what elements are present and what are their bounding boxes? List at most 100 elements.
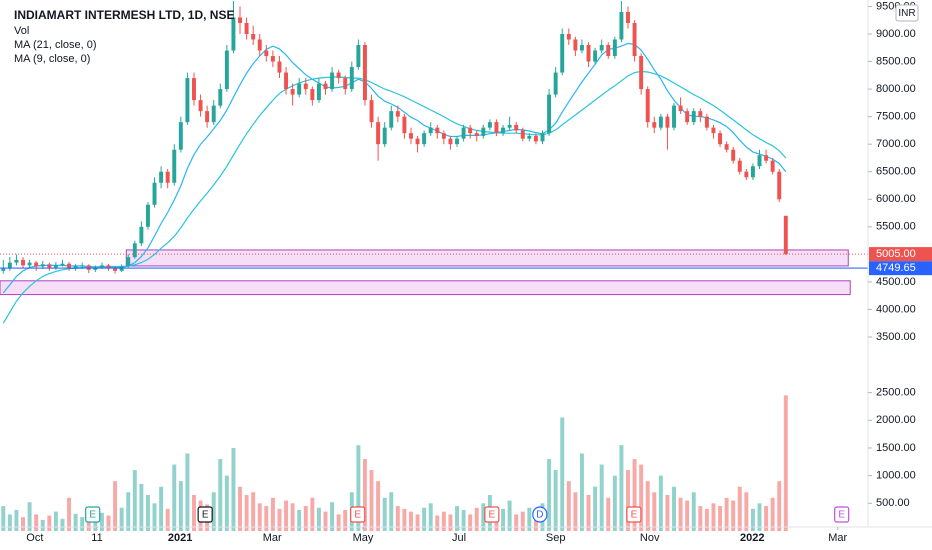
candle-body: [566, 33, 571, 40]
candle-body: [53, 265, 58, 268]
candle-body: [205, 111, 210, 123]
volume-bar: [533, 514, 538, 531]
candle-body: [238, 17, 242, 23]
currency-box[interactable]: [895, 4, 919, 22]
candle-body: [461, 127, 466, 139]
volume-bar: [145, 495, 150, 531]
volume-tick-label: 500.00: [876, 497, 910, 509]
volume-bar: [553, 470, 558, 531]
candle-body: [501, 127, 506, 134]
volume-bar: [218, 459, 223, 531]
volume-bar: [270, 497, 275, 531]
candle-body: [67, 263, 72, 269]
volume-bar: [566, 481, 571, 531]
candle-body: [316, 83, 321, 101]
candle-body: [619, 11, 624, 40]
currency[interactable]: INR: [898, 8, 915, 19]
candle-body: [468, 127, 473, 134]
candle-body: [704, 116, 709, 128]
volume-bar: [264, 506, 269, 531]
volume-bar: [310, 497, 315, 531]
volume-bar: [336, 514, 341, 531]
candle-body: [764, 155, 769, 161]
volume-bar: [698, 506, 703, 531]
candle-body: [47, 264, 52, 268]
candle-body: [448, 138, 453, 145]
event-badge: [626, 506, 642, 523]
y-tick-label: 7000.00: [876, 138, 916, 150]
volume-bar: [652, 492, 657, 531]
volume-bar: [586, 495, 591, 531]
candle-body: [553, 72, 558, 95]
volume-bar: [389, 492, 394, 531]
volume-bar: [323, 511, 328, 531]
candle-body: [7, 262, 12, 269]
volume-bar: [685, 500, 690, 531]
candle-body: [389, 111, 394, 128]
candle-body: [27, 262, 32, 266]
candle-body: [612, 39, 617, 57]
volume-bar: [369, 470, 374, 531]
volume-bar: [132, 470, 137, 531]
volume-bar: [783, 395, 788, 531]
candle-body: [224, 50, 229, 90]
volume-bar: [612, 475, 617, 531]
volume-bar: [343, 509, 348, 531]
candle-body: [711, 127, 716, 134]
volume-bar: [211, 492, 216, 531]
candle-body: [21, 259, 25, 266]
event-badge: [484, 506, 500, 523]
candle-body: [422, 133, 427, 145]
x-tick-label: Mar: [263, 532, 282, 544]
volume-bar: [402, 508, 407, 531]
candle-body: [139, 226, 144, 244]
candle-body: [481, 127, 486, 136]
candle-body: [349, 67, 354, 90]
candle-body: [231, 17, 236, 51]
candle-body: [99, 265, 104, 268]
volume-bar: [21, 517, 25, 531]
candle-body: [152, 182, 157, 205]
candle-body: [310, 89, 315, 101]
volume-bar: [724, 497, 729, 531]
event-label: D: [536, 510, 543, 521]
legend-item: MA (9, close, 0): [14, 53, 90, 65]
candle-body: [159, 171, 164, 183]
candle-body: [1, 268, 6, 271]
volume-bar: [481, 503, 486, 531]
candle-body: [395, 111, 400, 117]
volume-bar: [185, 453, 190, 531]
candle-body: [770, 160, 775, 172]
candle-body: [244, 22, 249, 34]
y-tick-label: 8000.00: [876, 83, 916, 95]
volume-bar: [284, 500, 289, 531]
volume-bar: [599, 464, 604, 531]
candle-body: [126, 257, 131, 267]
y-tick-label: 6000.00: [876, 193, 916, 205]
volume-bar: [47, 515, 52, 531]
volume-bar: [474, 507, 479, 531]
candle-body: [527, 135, 532, 139]
candle-body: [777, 171, 782, 200]
candle-body: [698, 111, 703, 117]
legend-item: Vol: [14, 25, 29, 37]
candle-body: [435, 127, 440, 134]
candle-body: [593, 50, 598, 62]
moving-average: [2, 42, 787, 294]
volume-bar: [639, 464, 644, 531]
volume-bar: [27, 502, 32, 531]
candle-body: [382, 127, 387, 145]
candle-body: [415, 138, 420, 145]
candle-body: [645, 89, 650, 123]
candle-body: [73, 266, 78, 269]
event-label: E: [89, 510, 96, 521]
candle-body: [185, 78, 190, 123]
candle-body: [455, 138, 459, 145]
y-tick-label: 6500.00: [876, 166, 916, 178]
candle-body: [672, 105, 676, 128]
candle-body: [323, 83, 328, 90]
volume-bar: [507, 500, 512, 531]
candle-body: [487, 122, 492, 128]
candle-body: [343, 78, 348, 90]
volume-bar: [757, 503, 762, 531]
